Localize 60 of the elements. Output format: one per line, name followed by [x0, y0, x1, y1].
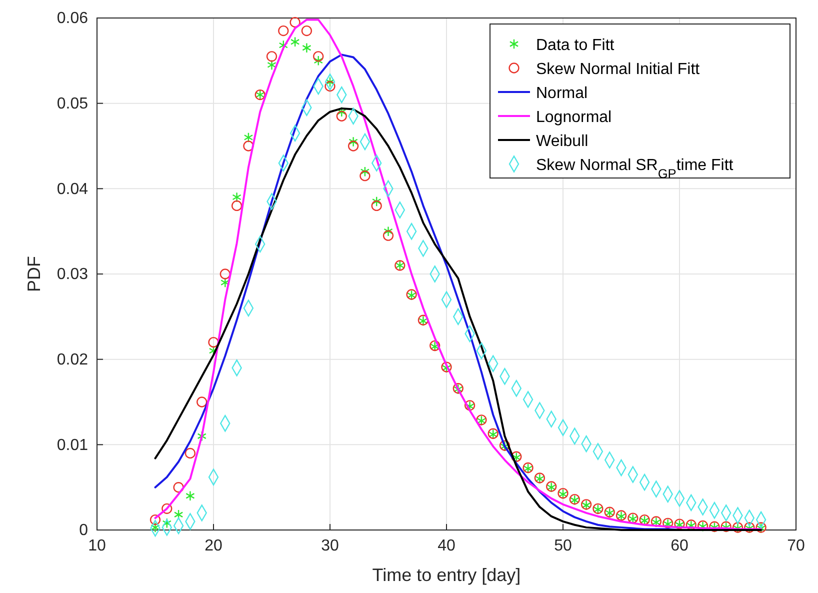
- point: [348, 140, 359, 152]
- point: [278, 40, 288, 51]
- point: [337, 106, 346, 118]
- point: [162, 503, 172, 514]
- point: [290, 16, 300, 28]
- point: [371, 200, 382, 212]
- x-axis-title: Time to entry [day]: [372, 565, 521, 585]
- y-tick-label: 0.03: [56, 266, 88, 284]
- point: [384, 226, 393, 237]
- legend-label: Weibull: [536, 133, 588, 150]
- point: [197, 430, 206, 442]
- point: [266, 51, 278, 62]
- x-tick-label: 30: [321, 537, 339, 554]
- point: [290, 36, 300, 48]
- point: [382, 230, 394, 241]
- x-tick-label: 20: [204, 537, 222, 554]
- y-tick-label: 0.04: [56, 180, 88, 198]
- point: [301, 25, 312, 36]
- point: [313, 51, 324, 62]
- x-tick-label: 10: [88, 537, 106, 554]
- point: [360, 166, 370, 177]
- y-tick-label: 0.02: [56, 351, 88, 368]
- point: [174, 509, 184, 520]
- point: [150, 514, 161, 526]
- point: [336, 110, 347, 122]
- point: [231, 200, 242, 212]
- point: [324, 80, 336, 92]
- point: [314, 55, 323, 66]
- x-tick-label: 60: [670, 537, 688, 554]
- point: [196, 396, 208, 408]
- point: [267, 60, 276, 70]
- y-axis-title: PDF: [24, 256, 44, 292]
- x-tick-label: 40: [438, 537, 456, 554]
- point: [348, 136, 358, 147]
- point: [360, 170, 370, 182]
- x-tick-label: 50: [554, 537, 572, 554]
- point: [150, 522, 160, 533]
- x-tick-label: 70: [787, 537, 805, 554]
- legend-label: Skew Normal SR$_{GP}$time Fitt: [536, 157, 734, 180]
- point: [162, 518, 172, 528]
- point: [173, 482, 184, 493]
- y-tick-label: 0.05: [56, 95, 88, 112]
- point: [278, 25, 289, 36]
- y-tick-label: 0: [79, 522, 88, 540]
- point: [186, 490, 195, 502]
- legend-label: Lognormal: [536, 109, 612, 126]
- point: [372, 196, 382, 207]
- legend-label: Normal: [536, 85, 588, 102]
- point: [325, 76, 335, 88]
- point: [184, 448, 196, 459]
- point: [232, 192, 242, 202]
- point: [244, 132, 254, 143]
- legend-label: Skew Normal Initial Fitt: [536, 61, 700, 78]
- point: [220, 277, 230, 288]
- y-tick-label: 0.01: [56, 436, 88, 454]
- point: [208, 336, 219, 348]
- point: [220, 268, 230, 280]
- point: [302, 42, 312, 54]
- legend-label: Data to Fitt: [536, 37, 615, 54]
- y-tick-label: 0.06: [56, 10, 88, 28]
